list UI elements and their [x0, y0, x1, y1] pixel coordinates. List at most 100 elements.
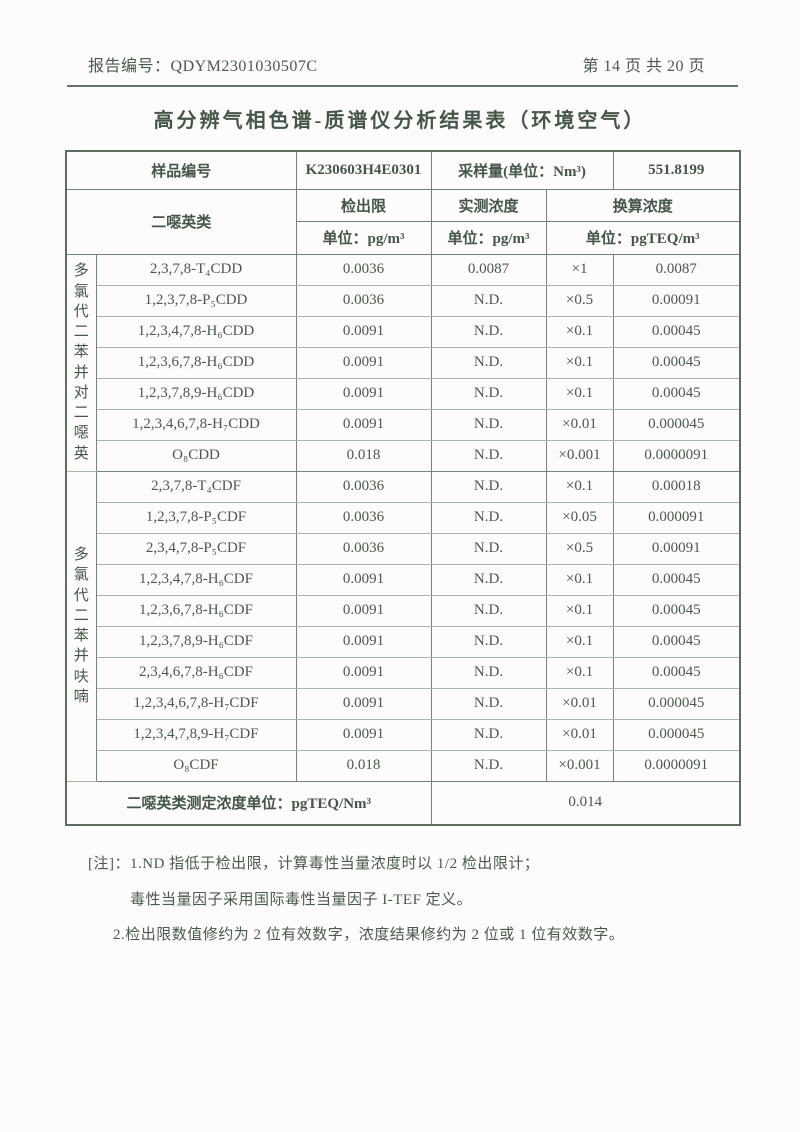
sample-volume-label: 采样量(单位：Nm³) — [430, 150, 614, 190]
table-row: 1,2,3,7,8,9-H₆CDD 0.0091 N.D. ×0.1 0.000… — [66, 377, 741, 410]
detection-limit-value: 0.018 — [295, 749, 432, 782]
measured-value: N.D. — [430, 439, 547, 472]
group-label-pcdd: 多氯代二苯并对二噁英 — [65, 253, 97, 472]
header-divider — [67, 85, 738, 87]
sample-info-row: 样品编号 K230603H4E0301 采样量(单位：Nm³) 551.8199 — [65, 150, 741, 190]
detection-limit-value: 0.0091 — [295, 718, 432, 751]
measured-value: N.D. — [430, 377, 547, 410]
table-row: 1,2,3,4,6,7,8-H₇CDD 0.0091 N.D. ×0.01 0.… — [66, 408, 741, 441]
teq-value: 0.00091 — [612, 284, 741, 317]
unit-header-row: 单位：pg/m³ 单位：pg/m³ 单位：pgTEQ/m³ — [66, 220, 741, 255]
teq-value: 0.00045 — [612, 625, 741, 658]
detection-limit-value: 0.0036 — [295, 470, 432, 503]
congener-name: 1,2,3,4,7,8,9-H₇CDF — [95, 718, 297, 751]
detection-limit-value: 0.018 — [295, 439, 432, 472]
footnote-line: 2.检出限数值修约为 2 位有效数字，浓度结果修约为 2 位或 1 位有效数字。 — [113, 927, 625, 943]
congener-name: 1,2,3,4,6,7,8-H₇CDF — [95, 687, 297, 720]
detection-limit-value: 0.0091 — [295, 656, 432, 689]
page-indicator: 第 14 页 共 20 页 — [582, 58, 705, 75]
congener-name: 2,3,4,6,7,8-H₆CDF — [95, 656, 297, 689]
table-row: 1,2,3,4,7,8-H₆CDF 0.0091 N.D. ×0.1 0.000… — [66, 563, 741, 596]
tef-factor: ×0.05 — [545, 501, 614, 534]
detection-limit-value: 0.0036 — [295, 253, 432, 286]
group-label-pcdf: 多氯代二苯并呋喃 — [65, 470, 97, 782]
teq-value: 0.0000091 — [612, 439, 741, 472]
measured-value: 0.0087 — [430, 253, 547, 286]
table-row: 1,2,3,6,7,8-H₆CDF 0.0091 N.D. ×0.1 0.000… — [66, 594, 741, 627]
document-title: 高分辨气相色谱-质谱仪分析结果表（环境空气） — [153, 110, 647, 132]
teq-value: 0.00045 — [612, 594, 741, 627]
teq-value: 0.000045 — [612, 718, 741, 751]
congener-name: 1,2,3,7,8,9-H₆CDF — [95, 625, 297, 658]
teq-value: 0.0000091 — [612, 749, 741, 782]
table-row: 1,2,3,7,8-P₅CDD 0.0036 N.D. ×0.5 0.00091 — [66, 284, 741, 317]
measured-value: N.D. — [430, 687, 547, 720]
teq-value: 0.00045 — [612, 377, 741, 410]
measured-value: N.D. — [430, 594, 547, 627]
measured-value: N.D. — [430, 656, 547, 689]
detection-limit-header: 检出限 — [295, 188, 432, 222]
measured-value: N.D. — [430, 315, 547, 348]
table-row: O₈CDF 0.018 N.D. ×0.001 0.0000091 — [66, 749, 741, 782]
table-row: 1,2,3,7,8,9-H₆CDF 0.0091 N.D. ×0.1 0.000… — [66, 625, 741, 658]
teq-value: 0.00045 — [612, 656, 741, 689]
congener-name: O₈CDF — [95, 749, 297, 782]
category-header: 二噁英类 — [65, 188, 297, 255]
detection-limit-value: 0.0091 — [295, 563, 432, 596]
teq-value: 0.00045 — [612, 315, 741, 348]
sample-volume-value: 551.8199 — [612, 150, 741, 190]
congener-name: 1,2,3,4,6,7,8-H₇CDD — [95, 408, 297, 441]
detection-limit-value: 0.0091 — [295, 408, 432, 441]
table-row: 1,2,3,6,7,8-H₆CDD 0.0091 N.D. ×0.1 0.000… — [66, 346, 741, 379]
table-row: 1,2,3,7,8-P₅CDF 0.0036 N.D. ×0.05 0.0000… — [66, 501, 741, 534]
tef-factor: ×0.5 — [545, 284, 614, 317]
congener-name: 1,2,3,4,7,8-H₆CDF — [95, 563, 297, 596]
congener-name: 1,2,3,7,8,9-H₆CDD — [95, 377, 297, 410]
measured-value: N.D. — [430, 749, 547, 782]
measured-value: N.D. — [430, 532, 547, 565]
teq-value: 0.000091 — [612, 501, 741, 534]
congener-name: 1,2,3,6,7,8-H₆CDF — [95, 594, 297, 627]
tef-factor: ×0.1 — [545, 656, 614, 689]
converted-header: 换算浓度 — [545, 188, 741, 222]
detection-limit-value: 0.0091 — [295, 315, 432, 348]
congener-name: 2,3,7,8-T₄CDF — [95, 470, 297, 503]
congener-name: 2,3,4,7,8-P₅CDF — [95, 532, 297, 565]
table-row: 2,3,4,6,7,8-H₆CDF 0.0091 N.D. ×0.1 0.000… — [66, 656, 741, 689]
detection-limit-value: 0.0091 — [295, 377, 432, 410]
teq-value: 0.00045 — [612, 563, 741, 596]
analysis-results-table: 样品编号 K230603H4E0301 采样量(单位：Nm³) 551.8199… — [65, 150, 742, 826]
congener-name: O₈CDD — [95, 439, 297, 472]
detection-limit-value: 0.0036 — [295, 284, 432, 317]
measured-value: N.D. — [430, 284, 547, 317]
measured-value: N.D. — [430, 408, 547, 441]
measured-header: 实测浓度 — [430, 188, 547, 222]
sample-id-value: K230603H4E0301 — [295, 150, 432, 190]
tef-factor: ×0.01 — [545, 408, 614, 441]
measured-value: N.D. — [430, 718, 547, 751]
footnote-line: 毒性当量因子采用国际毒性当量因子 I-TEF 定义。 — [130, 892, 473, 908]
table-row: 多氯代二苯并呋喃 2,3,7,8-T₄CDF 0.0036 N.D. ×0.1 … — [65, 470, 741, 782]
table-row: 1,2,3,4,6,7,8-H₇CDF 0.0091 N.D. ×0.01 0.… — [66, 687, 741, 720]
congener-name: 1,2,3,4,7,8-H₆CDD — [95, 315, 297, 348]
total-teq-label: 二噁英类测定浓度单位：pgTEQ/Nm³ — [65, 780, 432, 826]
tef-factor: ×0.1 — [545, 470, 614, 503]
sample-id-label: 样品编号 — [65, 150, 297, 190]
detection-limit-value: 0.0036 — [295, 532, 432, 565]
column-header-row: 二噁英类 检出限 实测浓度 换算浓度 — [65, 188, 741, 255]
teq-value: 0.00018 — [612, 470, 741, 503]
detection-limit-value: 0.0091 — [295, 625, 432, 658]
tef-factor: ×0.1 — [545, 625, 614, 658]
detection-limit-unit: 单位：pg/m³ — [295, 220, 432, 255]
teq-value: 0.000045 — [612, 687, 741, 720]
report-number: 报告编号：QDYM2301030507C — [88, 52, 318, 76]
congener-name: 1,2,3,7,8-P₅CDD — [95, 284, 297, 317]
detection-limit-value: 0.0091 — [295, 346, 432, 379]
converted-unit: 单位：pgTEQ/m³ — [545, 220, 741, 255]
table-row: 多氯代二苯并对二噁英 2,3,7,8-T₄CDD 0.0036 0.0087 ×… — [65, 253, 741, 472]
teq-value: 0.00091 — [612, 532, 741, 565]
table-row: 1,2,3,4,7,8-H₆CDD 0.0091 N.D. ×0.1 0.000… — [66, 315, 741, 348]
tef-factor: ×0.1 — [545, 346, 614, 379]
table-row: 2,3,4,7,8-P₅CDF 0.0036 N.D. ×0.5 0.00091 — [66, 532, 741, 565]
